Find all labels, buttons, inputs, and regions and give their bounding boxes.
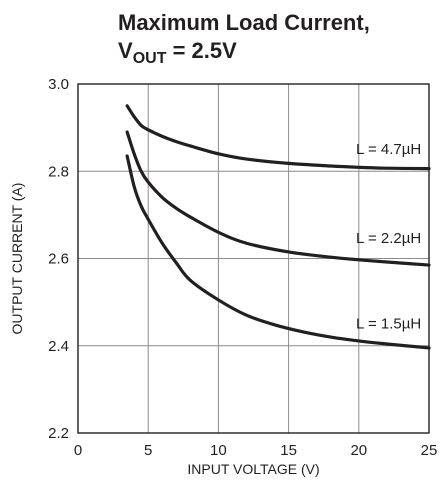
y-axis-label: OUTPUT CURRENT (A) xyxy=(9,183,25,335)
y-tick-label-0: 2.2 xyxy=(48,425,69,442)
x-tick-label-0: 0 xyxy=(74,442,82,459)
x-tick-label-5: 25 xyxy=(421,442,438,459)
series-line-2 xyxy=(125,154,431,350)
curve-label-2: L = 1.5µH xyxy=(356,315,421,332)
y-tick-label-3: 2.8 xyxy=(48,163,69,180)
chart-title-line2: VOUT = 2.5V xyxy=(118,38,237,67)
plot-frame xyxy=(77,83,430,434)
x-tick-label-1: 5 xyxy=(144,442,152,459)
chart-title-line1: Maximum Load Current, xyxy=(118,10,370,35)
y-tick-label-2: 2.6 xyxy=(48,251,69,268)
grid xyxy=(78,84,429,433)
x-tick-label-4: 20 xyxy=(350,442,367,459)
series-line-0 xyxy=(125,104,431,171)
chart-title-value: = 2.5V xyxy=(166,38,237,63)
curve-labels: L = 4.7µH L = 2.2µH L = 1.5µH xyxy=(356,141,421,332)
x-tick-labels: 0 5 10 15 20 25 xyxy=(74,442,438,459)
chart-title-subscript: OUT xyxy=(133,50,167,67)
x-tick-label-3: 15 xyxy=(280,442,297,459)
chart-title-v: V xyxy=(118,38,133,63)
curve-label-0: L = 4.7µH xyxy=(356,141,421,158)
curve-label-1: L = 2.2µH xyxy=(356,230,421,247)
x-tick-label-2: 10 xyxy=(210,442,227,459)
y-tick-labels: 2.2 2.4 2.6 2.8 3.0 xyxy=(48,76,69,442)
series-line-1 xyxy=(125,130,431,267)
y-tick-label-1: 2.4 xyxy=(48,338,69,355)
series-lines xyxy=(125,104,431,350)
y-tick-label-4: 3.0 xyxy=(48,76,69,93)
x-axis-label: INPUT VOLTAGE (V) xyxy=(187,461,319,477)
